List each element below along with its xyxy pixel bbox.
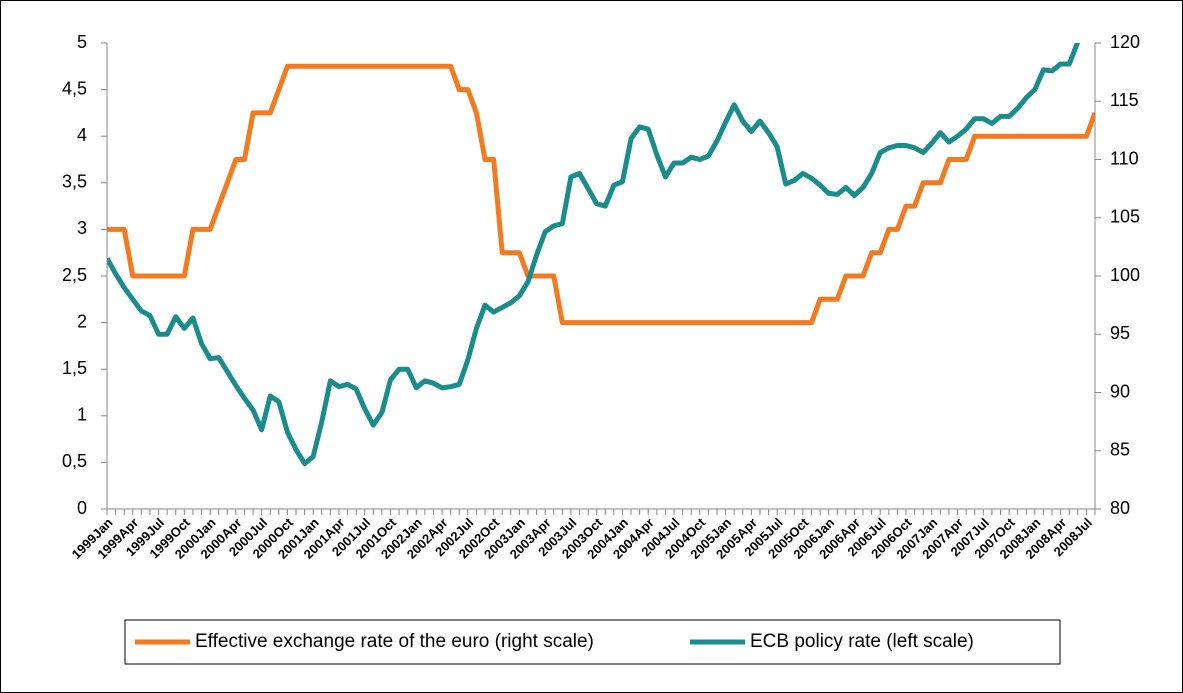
y-tick-label: 0 [77, 498, 87, 518]
y2-tick-label: 110 [1110, 148, 1139, 168]
y-tick-label: 1 [77, 405, 87, 425]
legend-label: ECB policy rate (left scale) [750, 631, 974, 652]
y2-tick-label: 90 [1110, 381, 1130, 401]
series-line [107, 43, 1081, 467]
y2-tick-label: 120 [1110, 32, 1140, 52]
y2-tick-label: 80 [1110, 498, 1130, 518]
y-tick-label: 1,5 [62, 358, 87, 378]
y2-tick-label: 105 [1110, 207, 1140, 227]
legend-label: Effective exchange rate of the euro (rig… [195, 631, 594, 652]
y-tick-label: 4,5 [62, 78, 87, 98]
y-tick-label: 0,5 [62, 451, 87, 471]
y-tick-label: 5 [77, 32, 87, 52]
y2-tick-label: 85 [1110, 440, 1130, 460]
legend [124, 619, 1061, 665]
series-line [107, 63, 1095, 326]
y-tick-label: 3,5 [62, 172, 87, 192]
y-tick-label: 3 [77, 218, 87, 238]
y2-tick-label: 95 [1110, 323, 1130, 343]
y-tick-label: 4 [77, 125, 87, 145]
plot-area [107, 43, 1095, 467]
y2-tick-label: 115 [1110, 90, 1139, 110]
y2-tick-label: 100 [1110, 265, 1140, 285]
y-tick-label: 2,5 [62, 265, 87, 285]
y-tick-label: 2 [77, 311, 87, 331]
